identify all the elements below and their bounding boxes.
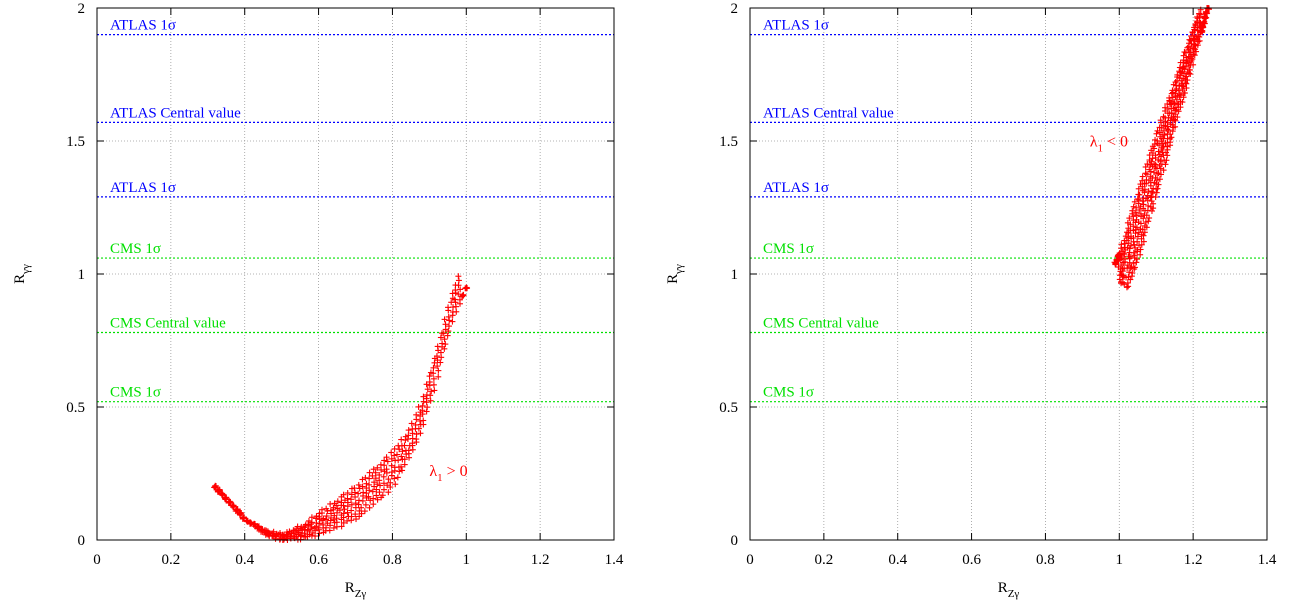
- y-tick-label: 2: [731, 1, 739, 17]
- annotation-symbol: λ: [1090, 133, 1098, 150]
- x-tick-label: 1: [463, 552, 471, 568]
- reference-line-label: ATLAS 1σ: [110, 180, 176, 196]
- plot-left: ATLAS 1σ ATLAS Central value ATLAS 1σ CMS 1…: [12, 1, 624, 600]
- x-tick-label: 0.2: [814, 552, 833, 568]
- y-tick-label: 0: [78, 533, 86, 549]
- y-tick-label: 1: [78, 267, 86, 283]
- reference-line-label: CMS 1σ: [110, 385, 161, 401]
- x-tick-label: 1.2: [531, 552, 550, 568]
- x-tick-label: 1: [1116, 552, 1124, 568]
- y-tick-label: 1: [731, 267, 739, 283]
- reference-line-label: ATLAS 1σ: [110, 18, 176, 34]
- reference-line-label: CMS 1σ: [763, 241, 814, 257]
- annotation-symbol: λ: [429, 463, 437, 480]
- x-tick-label: 0: [746, 552, 754, 568]
- reference-line-label: ATLAS 1σ: [763, 18, 829, 34]
- x-axis-label-sub: Zγ: [1008, 588, 1020, 600]
- x-axis-label-main: R: [998, 580, 1008, 596]
- annotation-rest: > 0: [443, 463, 468, 480]
- reference-line-label: ATLAS Central value: [763, 105, 894, 121]
- x-tick-label: 0.8: [383, 552, 402, 568]
- reference-line-label: CMS 1σ: [763, 385, 814, 401]
- x-axis-label-sub: Zγ: [355, 588, 367, 600]
- x-axis-label: RZγ: [998, 580, 1020, 600]
- annotation-sub: 1: [1098, 142, 1104, 154]
- y-axis-label: Rγγ: [12, 264, 32, 284]
- scatter-band: [1111, 5, 1213, 291]
- reference-line-label: CMS Central value: [763, 316, 879, 332]
- x-tick-label: 1.4: [1258, 552, 1277, 568]
- reference-line-label: ATLAS 1σ: [763, 180, 829, 196]
- y-axis-label-main: R: [665, 274, 681, 284]
- x-axis-label-main: R: [345, 580, 355, 596]
- x-axis-label: RZγ: [345, 580, 367, 600]
- y-axis-label-main: R: [12, 274, 28, 284]
- y-tick-label: 0.5: [719, 400, 738, 416]
- y-tick-label: 0.5: [66, 400, 85, 416]
- reference-line-label: CMS Central value: [110, 316, 226, 332]
- annotation-rest: < 0: [1103, 133, 1128, 150]
- x-tick-label: 0: [93, 552, 101, 568]
- annotation-sub: 1: [437, 472, 443, 484]
- x-tick-label: 0.2: [161, 552, 180, 568]
- reference-line-label: CMS 1σ: [110, 241, 161, 257]
- annotation-label: λ1 > 0: [429, 463, 467, 484]
- reference-line-label: ATLAS Central value: [110, 105, 241, 121]
- y-tick-label: 0: [731, 533, 739, 549]
- y-axis-label: Rγγ: [665, 264, 685, 284]
- x-tick-label: 0.4: [235, 552, 254, 568]
- x-tick-label: 1.4: [605, 552, 624, 568]
- annotation-label: λ1 < 0: [1090, 133, 1128, 154]
- x-tick-label: 0.6: [962, 552, 981, 568]
- y-axis-label-sub: γγ: [20, 264, 32, 275]
- x-tick-label: 0.6: [309, 552, 328, 568]
- x-tick-label: 0.8: [1036, 552, 1055, 568]
- y-tick-label: 1.5: [719, 134, 738, 150]
- scatter-band: [211, 273, 471, 543]
- x-tick-label: 1.2: [1184, 552, 1203, 568]
- y-tick-label: 2: [78, 1, 86, 17]
- y-axis-label-sub: γγ: [673, 264, 685, 275]
- plot-right: ATLAS 1σ ATLAS Central value ATLAS 1σ CMS 1…: [665, 1, 1277, 600]
- x-tick-label: 0.4: [888, 552, 907, 568]
- y-tick-label: 1.5: [66, 134, 85, 150]
